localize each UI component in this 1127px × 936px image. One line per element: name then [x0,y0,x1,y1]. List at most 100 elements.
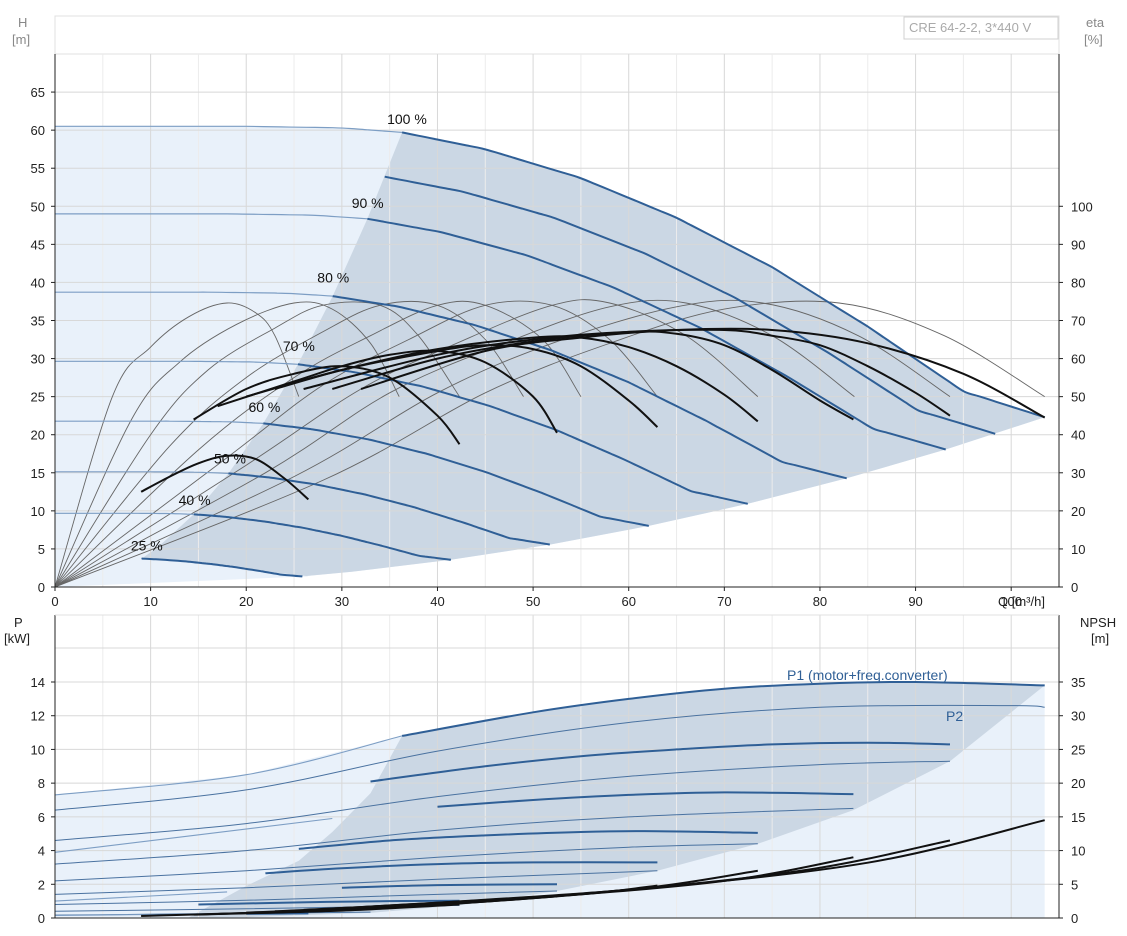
speed-label: 50 % [214,451,246,467]
eta-curve [360,327,1046,419]
p2-curve [54,843,758,882]
p1-curve [198,899,460,906]
p2-series-label: P2 [946,708,963,724]
p1-curve [437,791,854,808]
eta-axis-label-unit: [%] [1084,32,1103,47]
p2-curve [54,807,854,865]
y-tick-label: 55 [31,161,45,176]
head-curve [401,131,1046,419]
p1-curve [265,861,658,875]
x-tick-label: 90 [908,594,922,609]
speed-label: 90 % [352,195,384,211]
eta-tick-label: 100 [1071,199,1093,214]
power-tick-label: 10 [31,742,45,757]
head-curve-light [54,471,229,474]
eta-axis-label: eta [1086,15,1105,30]
x-tick-label: 100 [1000,594,1022,609]
head-curve [332,295,847,480]
speed-label: 80 % [317,270,349,286]
head-curve-light [55,291,333,297]
x-tick-label: 10 [143,594,157,609]
speed-label: 70 % [283,338,315,354]
top-header-box [54,15,1060,55]
p1-curve-light [54,817,333,853]
grey-operating-area [141,132,1045,577]
x-tick-label: 20 [239,594,253,609]
thin-curve [54,301,460,588]
y-tick-label: 30 [31,352,45,367]
model-label: CRE 64-2-2, 3*440 V [909,20,1031,35]
y-tick-label: 10 [31,504,45,519]
p1-curve-light [54,735,403,796]
power-tick-label: 6 [38,810,45,825]
y-tick-label: 60 [31,123,45,138]
x-tick-label: 30 [335,594,349,609]
npsh-axis-label-unit: [m] [1091,631,1109,646]
npsh-tick-label: 35 [1071,675,1085,690]
eta-tick-label: 40 [1071,428,1085,443]
thin-curve [54,300,582,588]
y-tick-label: 45 [31,237,45,252]
npsh-axis-label: NPSH [1080,615,1116,630]
head-axis-label-unit: [m] [12,32,30,47]
head-curve-light [55,213,368,220]
p2-curve [54,704,1045,811]
npsh-tick-label: 20 [1071,776,1085,791]
eta-curve [140,454,310,501]
eta-tick-label: 50 [1071,390,1085,405]
npsh-tick-label: 30 [1071,709,1085,724]
thin-curve [54,299,759,588]
eta-curve [217,349,558,434]
p1-curve [401,680,1045,737]
p1-series-label: P1 (motor+freq.converter) [787,667,948,683]
npsh-tick-label: 10 [1071,844,1085,859]
x-tick-label: 50 [526,594,540,609]
head-curve [141,557,303,578]
p1-curve-light [54,914,142,917]
p1-curve [370,741,951,783]
y-tick-label: 5 [38,542,45,557]
head-curve [384,175,996,435]
speed-label: 40 % [179,492,211,508]
head-axis-label-h: H [18,15,27,30]
eta-tick-label: 80 [1071,275,1085,290]
model-label-box [903,16,1059,40]
power-tick-label: 14 [31,675,45,690]
x-tick-label: 60 [621,594,635,609]
flow-axis-label: Q [m³/h] [998,594,1045,609]
eta-tick-label: 0 [1071,580,1078,595]
x-tick-label: 70 [717,594,731,609]
head-curve-light [55,512,194,515]
speed-label: 25 % [131,538,163,554]
head-curve-light [55,420,264,424]
thin-curve [54,300,658,588]
head-chart: 100 % 90 % 80 % 70 % 60 % 50 % 40 % 25 % 0 5 10 15 2… [31,54,1093,609]
p2-curve [54,870,658,895]
npsh-tick-label: 15 [1071,810,1085,825]
power-npsh-chart: 0 2 4 6 8 10 12 14 0 5 10 15 20 25 30 35 [31,614,1085,926]
y-tick-label: 15 [31,466,45,481]
p1-curve-light [54,891,228,902]
x-tick-label: 40 [430,594,444,609]
y-tick-label: 35 [31,314,45,329]
y-tick-label: 50 [31,199,45,214]
p1-curve [298,830,758,850]
p2-curve [54,760,951,841]
thin-curve [54,302,300,588]
power-axis-label-unit: [kW] [4,631,30,646]
power-tick-label: 0 [38,911,45,926]
y-tick-label: 25 [31,390,45,405]
x-tick-label: 0 [51,594,58,609]
y-tick-label: 65 [31,85,45,100]
npsh-tick-label: 25 [1071,742,1085,757]
npsh-tick-label: 5 [1071,877,1078,892]
p2-curve [54,890,558,905]
y-tick-label: 0 [38,580,45,595]
power-tick-label: 8 [38,776,45,791]
eta-curve [303,330,854,421]
x-tick-label: 80 [813,594,827,609]
outside-area [55,417,1059,587]
eta-tick-label: 60 [1071,352,1085,367]
p1-curve [341,883,558,889]
